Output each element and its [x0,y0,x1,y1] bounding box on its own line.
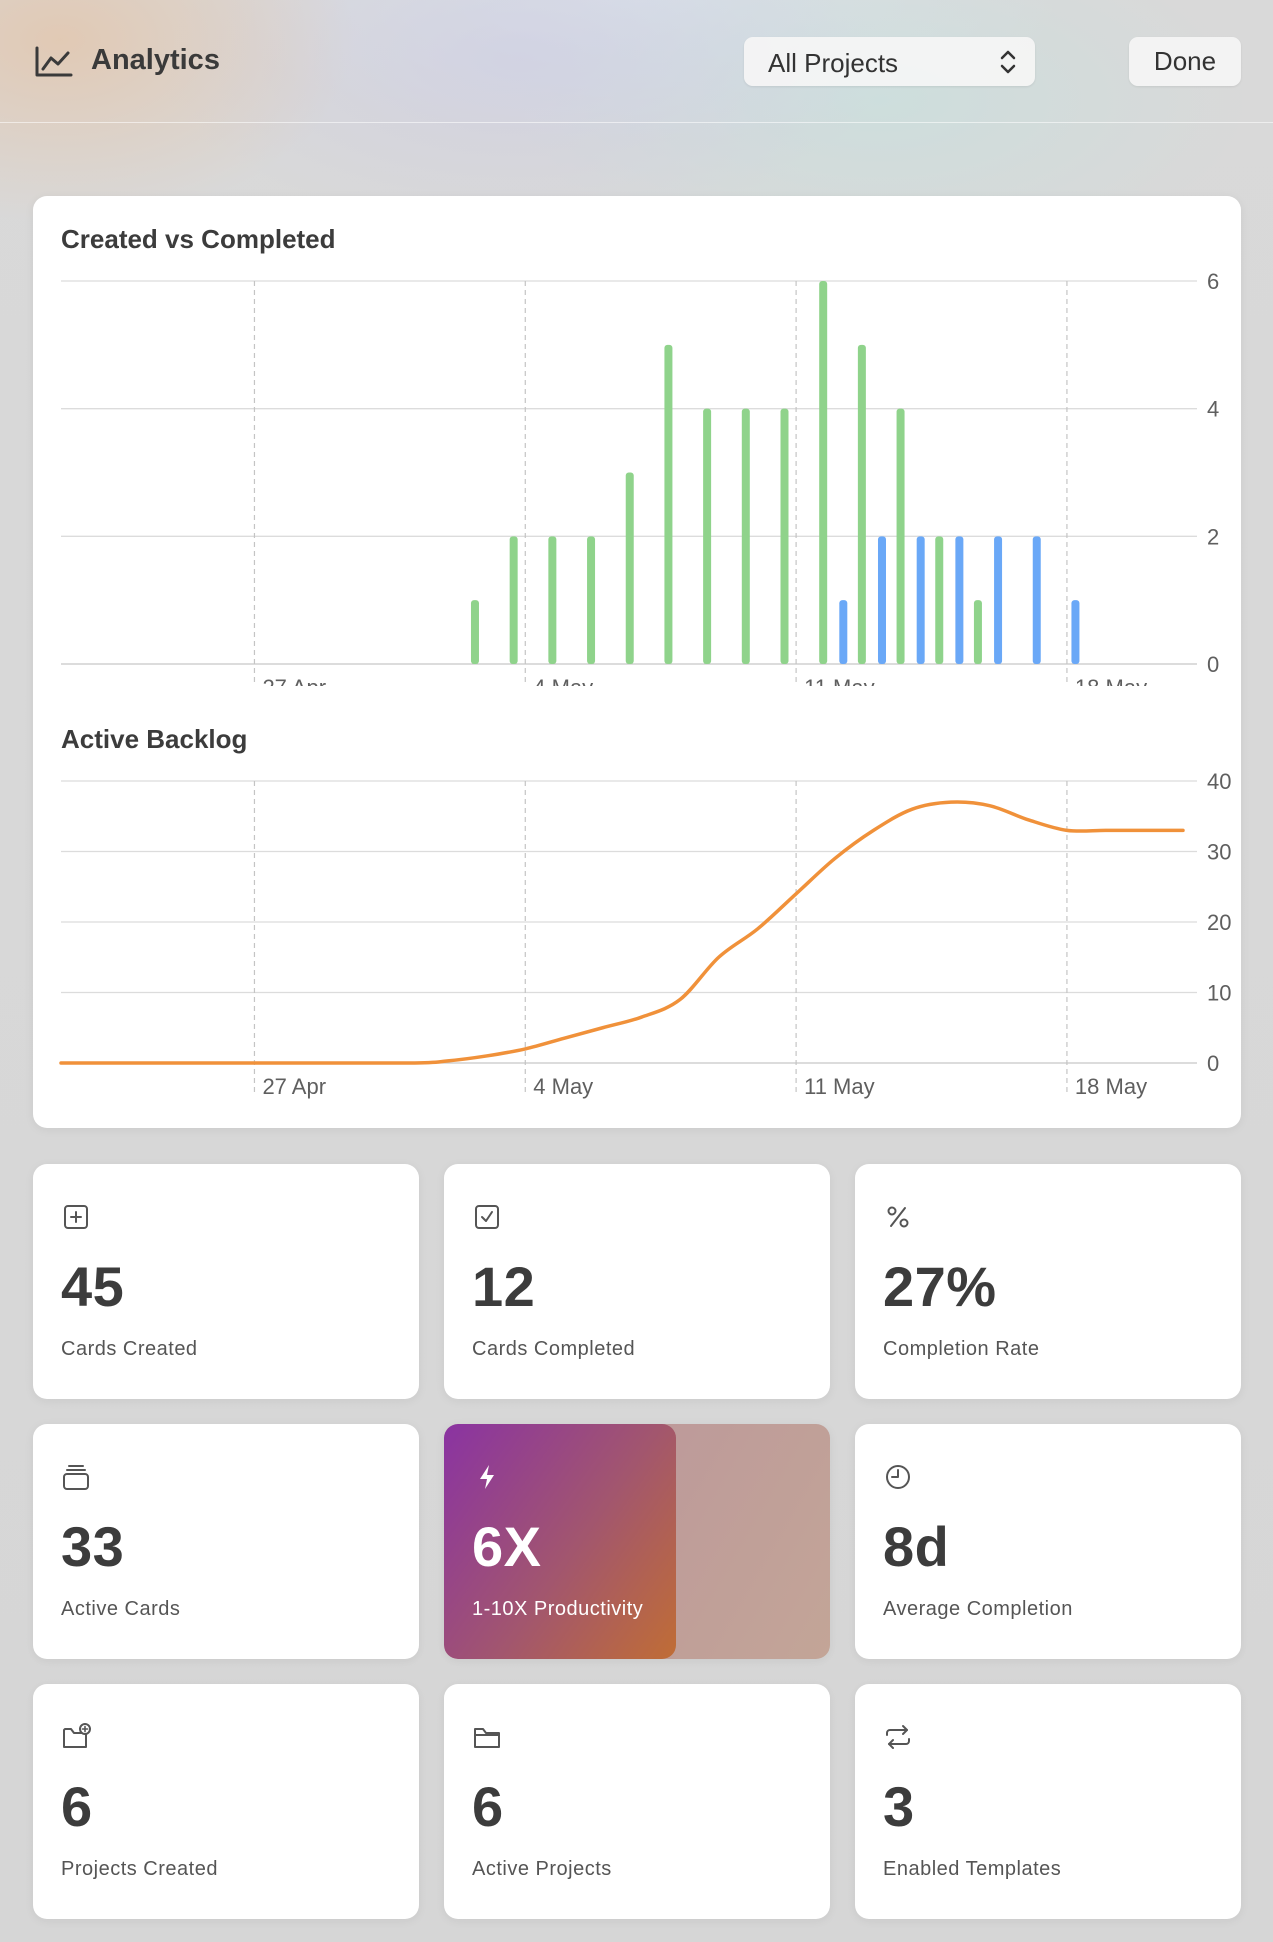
x-tick-label: 4 May [533,1074,593,1099]
y-tick-label: 2 [1207,524,1219,549]
bolt-icon [480,1465,494,1489]
x-tick-label: 27 Apr [262,675,326,686]
series-line [59,800,1185,1065]
percent-icon [887,1206,909,1228]
stat-label: 1-10X Productivity [472,1598,644,1620]
bar [587,536,596,664]
x-tick-label: 18 May [1075,675,1147,686]
bar [470,600,479,664]
bar [994,536,1003,664]
stat-value: 6 [472,1775,504,1838]
bar [935,536,944,664]
plus-square-icon [64,1205,88,1229]
stat-card-productivity: 6X 1-10X Productivity [444,1424,830,1659]
repeat-icon [886,1725,910,1749]
charts-card: Created vs Completed 0 2 4 6 27 Apr 4 May 11 M… [33,196,1241,1128]
bar [1032,536,1041,664]
x-tick-label: 4 May [533,675,593,686]
project-filter-value: All Projects [768,48,899,78]
stat-label: Average Completion [883,1598,1073,1620]
clock-icon [886,1465,910,1489]
x-tick-label: 11 May [804,1074,875,1099]
window-title: Analytics [91,44,220,76]
stat-value: 3 [883,1775,915,1838]
bar [1071,600,1080,664]
stat-card-projects-created: 6 Projects Created [33,1684,419,1919]
x-tick-label: 11 May [804,675,875,686]
stat-label: Completion Rate [883,1338,1040,1360]
stat-value: 45 [61,1255,125,1318]
project-filter-select[interactable]: All Projects [744,37,1035,86]
stat-card-enabled-templates: 3 Enabled Templates [855,1684,1241,1919]
y-tick-label: 10 [1207,981,1231,1006]
stat-card-cards-completed: 12 Cards Completed [444,1164,830,1399]
up-down-chevron-icon [1000,50,1016,74]
y-tick-label: 6 [1207,269,1219,294]
stat-card-active-projects: 6 Active Projects [444,1684,830,1919]
checkmark-square-icon [475,1205,499,1229]
created-vs-completed-chart: 0 2 4 6 27 Apr 4 May 11 May 18 May [61,269,1219,686]
y-tick-label: 0 [1207,652,1219,677]
stat-label: Active Cards [61,1598,181,1620]
stat-value: 8d [883,1515,950,1578]
y-tick-label: 40 [1207,769,1231,794]
active-backlog-title: Active Backlog [61,724,248,754]
y-tick-label: 30 [1207,840,1231,865]
line-chart-icon [35,46,73,77]
bar [839,600,848,664]
x-tick-label: 18 May [1075,1074,1147,1099]
card-stack-icon [63,1465,89,1490]
stat-label: Cards Created [61,1338,198,1360]
stat-label: Projects Created [61,1858,218,1880]
bar [548,536,557,664]
bar [664,344,673,664]
stat-value: 33 [61,1515,125,1578]
stat-value: 12 [472,1255,536,1318]
stat-value: 27% [883,1255,997,1318]
created-vs-completed-title: Created vs Completed [61,224,336,254]
bar [703,408,712,664]
bar [857,344,866,664]
done-button[interactable]: Done [1129,37,1241,86]
productivity-level-fill [444,1424,676,1659]
bar [973,600,982,664]
stat-value: 6 [61,1775,93,1838]
folder-icon [474,1728,500,1748]
active-backlog-chart: 0 10 20 30 40 27 Apr 4 May 11 May 18 May [59,769,1231,1099]
stat-label: Active Projects [472,1858,612,1880]
bar [509,536,518,664]
bar [896,408,905,664]
stat-card-cards-created: 45 Cards Created [33,1164,419,1399]
bar [819,281,828,664]
bar [955,536,964,664]
y-tick-label: 4 [1207,397,1219,422]
x-tick-label: 27 Apr [262,1074,326,1099]
toolbar: Analytics All Projects Done [0,0,1273,123]
stat-card-average-completion: 8d Average Completion [855,1424,1241,1659]
bar [877,536,886,664]
bar [741,408,750,664]
stat-card-active-cards: 33 Active Cards [33,1424,419,1659]
stat-label: Cards Completed [472,1338,636,1360]
bar [916,536,925,664]
bar [625,472,634,664]
stat-card-completion-rate: 27% Completion Rate [855,1164,1241,1399]
stat-value: 6X [472,1515,542,1578]
folder-plus-icon [63,1723,91,1748]
stat-label: Enabled Templates [883,1858,1062,1880]
y-tick-label: 20 [1207,910,1231,935]
y-tick-label: 0 [1207,1051,1219,1076]
bar [780,408,789,664]
